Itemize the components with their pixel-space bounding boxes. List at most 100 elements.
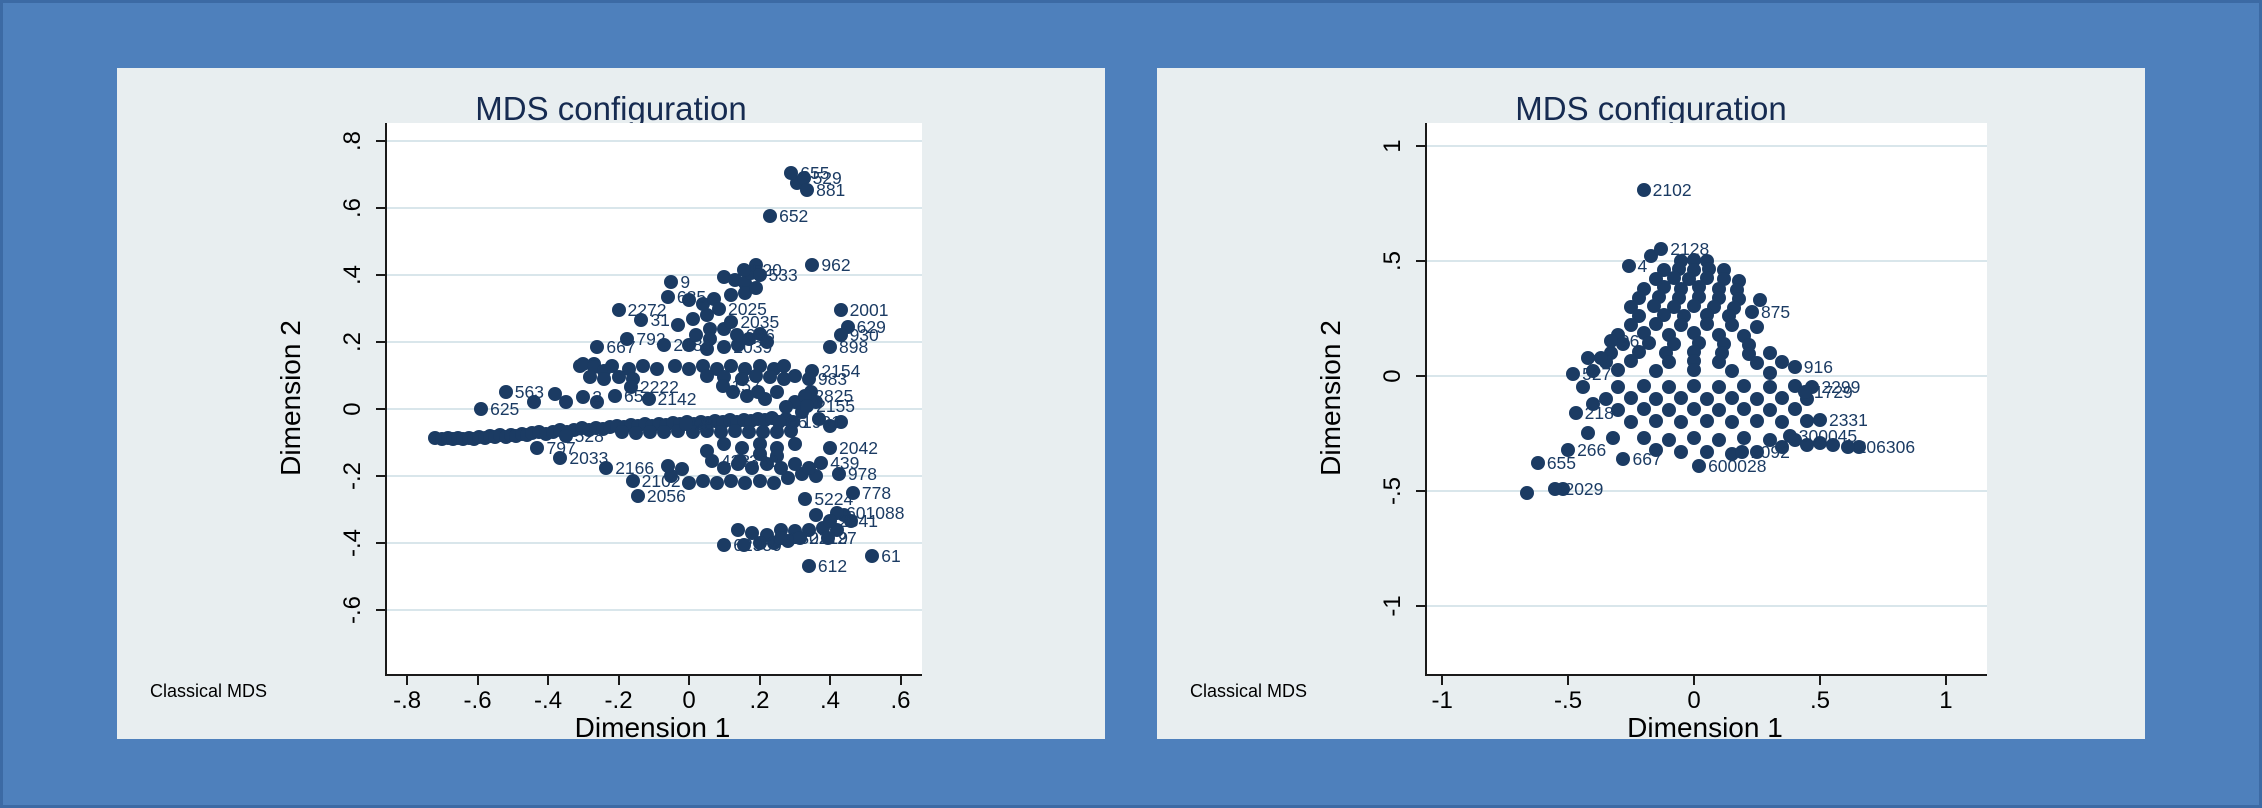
data-point-label: 563 [514, 382, 544, 403]
data-point [1646, 298, 1661, 313]
data-point-label: 2102 [1652, 179, 1692, 200]
data-point-label: 2154 [821, 360, 861, 381]
plot-area: .8 .6 .4 .2 0 -.2 -.4 -.6 -.8 -.6 -.4 -.2 0 .2 .4 .6 65 5… [339, 123, 922, 714]
data-point [641, 392, 656, 406]
data-point-label: 881 [816, 179, 846, 200]
data-point [800, 182, 815, 197]
data-point-label: 9 [680, 271, 691, 292]
data-point [1750, 444, 1764, 459]
x-tick-mark [406, 676, 409, 685]
data-point [713, 425, 728, 440]
data-point [1581, 426, 1596, 441]
gridline [1427, 374, 1987, 377]
data-point [660, 289, 675, 304]
data-point [770, 448, 785, 463]
y-tick-mark [1416, 604, 1425, 607]
data-point [1598, 391, 1613, 406]
data-point [1787, 402, 1802, 417]
data-point [1641, 335, 1656, 350]
data-point [1840, 440, 1855, 455]
data-point-label: 28 [694, 414, 714, 435]
data-point-label: 898 [839, 337, 869, 358]
data-point-label: 1729 [1813, 382, 1853, 403]
data-point-label: 529 [812, 167, 842, 188]
data-point [1548, 481, 1563, 496]
data-point [727, 273, 742, 288]
data-point-label: 916 [1803, 356, 1833, 377]
data-point-label: 2029 [1564, 478, 1604, 499]
y-tick-label: -.6 [339, 596, 366, 625]
x-tick-label: -1 [1431, 687, 1453, 714]
gridline [387, 609, 922, 612]
data-point [717, 537, 732, 552]
data-point [634, 313, 649, 328]
data-point [1576, 380, 1591, 395]
x-tick-label: .4 [819, 687, 840, 714]
data-point [752, 474, 767, 489]
data-point [657, 425, 672, 440]
data-point [1593, 350, 1608, 365]
data-point [736, 537, 751, 552]
data-point [1661, 433, 1676, 448]
y-axis-title: Dimension 2 [1315, 320, 1346, 476]
data-point [1674, 414, 1689, 429]
data-point [823, 340, 837, 355]
data-point [1762, 403, 1777, 418]
data-point [796, 170, 811, 185]
data-point-label: 983 [817, 368, 848, 389]
data-point [734, 371, 749, 386]
data-point [1611, 363, 1626, 378]
chart-title: MDS configuration [1515, 90, 1787, 127]
data-point [530, 440, 545, 455]
data-point [650, 361, 665, 376]
data-point [620, 331, 635, 346]
data-point [1762, 345, 1777, 360]
data-point [1699, 391, 1714, 406]
y-tick-mark [1416, 144, 1425, 147]
data-point [611, 370, 626, 385]
data-point [1712, 355, 1727, 370]
data-point [1762, 365, 1777, 380]
data-point [1649, 317, 1664, 332]
data-point [727, 424, 742, 439]
data-point [734, 440, 749, 455]
data-point [770, 425, 785, 440]
data-point [1687, 402, 1702, 417]
data-point-label: 652 [779, 206, 809, 227]
x-tick-label: -.6 [463, 687, 492, 714]
data-point [1561, 442, 1576, 457]
y-tick-mark [376, 408, 385, 411]
data-point [833, 328, 848, 343]
data-point [1724, 390, 1739, 405]
data-point [1611, 403, 1626, 418]
data-point [1825, 437, 1840, 452]
chart-note: Classical MDS [150, 681, 268, 701]
data-point [1636, 379, 1651, 394]
x-tick-mark [688, 676, 691, 685]
y-tick-mark [376, 140, 385, 143]
data-point [1666, 299, 1681, 314]
data-point [1724, 364, 1739, 379]
data-point-label: 875 [1760, 301, 1791, 322]
data-point-label: 5224 [814, 489, 854, 510]
data-point [474, 402, 489, 417]
data-point [1782, 428, 1797, 443]
data-point-label: 1991 [802, 412, 841, 433]
gridline [1427, 489, 1987, 492]
data-point [717, 460, 732, 475]
data-point [583, 370, 598, 385]
data-point [699, 368, 714, 383]
data-point [801, 460, 816, 475]
y-tick-mark [1416, 374, 1425, 377]
data-point-label: 2180 [673, 335, 713, 356]
data-point [1852, 440, 1867, 455]
data-point [1737, 402, 1752, 417]
data-point [823, 440, 837, 455]
data-point-label: 612 [817, 556, 848, 577]
y-tick-mark [376, 207, 385, 210]
data-point [1649, 413, 1664, 428]
data-point [724, 314, 739, 329]
data-point [703, 331, 718, 346]
data-point [682, 293, 697, 308]
data-point [844, 514, 859, 529]
